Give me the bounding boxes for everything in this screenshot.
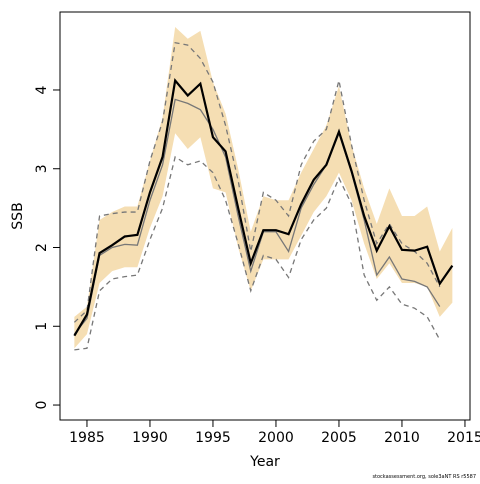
plot-frame (59, 11, 471, 421)
x-tick-label: 2010 (384, 430, 420, 446)
y-tick-label: 1 (34, 322, 50, 331)
x-axis-label: Year (249, 454, 280, 470)
series-line (73, 98, 441, 335)
y-tick-label: 4 (34, 85, 50, 94)
plot-area (73, 26, 454, 351)
x-tick-label: 1990 (132, 430, 168, 446)
x-tick-label: 2000 (258, 430, 294, 446)
caption: stockassessment.org, sole3aNT RS r5587 (372, 474, 476, 480)
y-axis-label: SSB (10, 202, 26, 229)
x-tick-label: 2015 (447, 430, 480, 446)
x-tick-label: 1985 (69, 430, 105, 446)
series-line (74, 155, 441, 351)
x-tick-label: 2005 (321, 430, 357, 446)
y-tick-label: 0 (34, 401, 50, 410)
confidence-band (74, 26, 453, 349)
x-tick-label: 1995 (195, 430, 231, 446)
series-line (73, 41, 441, 323)
series-line (73, 77, 454, 337)
y-tick-label: 2 (34, 243, 50, 252)
y-tick-label: 3 (34, 164, 50, 173)
